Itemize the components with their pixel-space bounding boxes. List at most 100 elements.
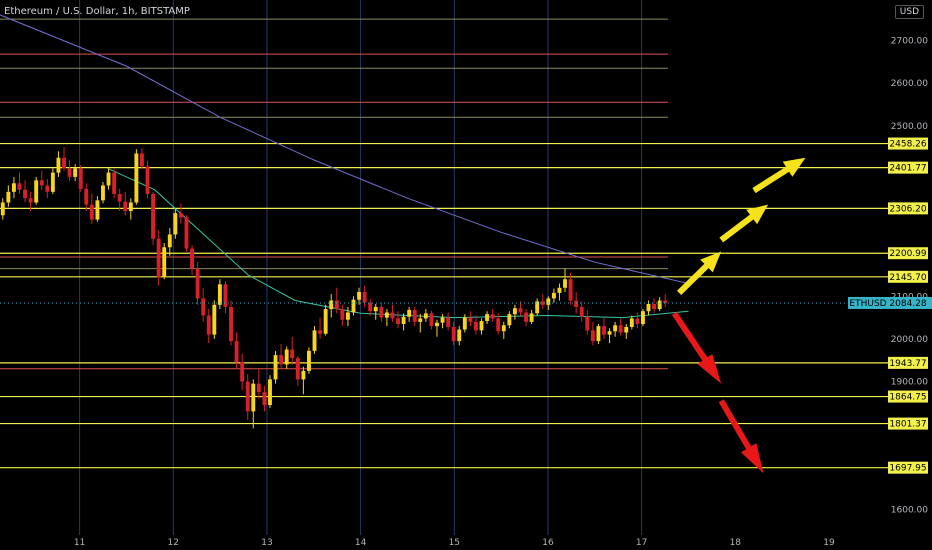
candle-body (462, 317, 467, 330)
candle-body (379, 306, 384, 318)
price-level-label: 1801.37 (889, 420, 926, 430)
y-tick-label: 1900.00 (891, 378, 928, 388)
candle-body (117, 193, 122, 202)
candle-body (101, 185, 105, 201)
candle-body (334, 300, 339, 310)
candle-body (223, 284, 228, 307)
candle-body (201, 298, 206, 316)
currency-label[interactable]: USD (894, 5, 924, 19)
price-level-label: 1864.75 (889, 393, 926, 403)
candle-body (23, 189, 27, 199)
candle-body (624, 326, 629, 333)
y-tick-label: 2600.00 (891, 79, 928, 89)
candle-body (0, 202, 5, 216)
x-tick-label: 19 (823, 538, 835, 548)
current-price-label: 2084.28 (889, 299, 926, 309)
candle-body (557, 287, 562, 293)
candle-body (329, 300, 334, 310)
candle-body (279, 355, 284, 365)
arrow-up (752, 157, 806, 194)
price-level-tag (888, 417, 928, 430)
chart-title: Ethereum / U.S. Dollar, 1h, BITSTAMP (4, 6, 190, 17)
candle-body (618, 325, 623, 333)
price-level-label: 1943.77 (889, 359, 926, 369)
arrow-down (718, 399, 764, 474)
candle-body (212, 304, 217, 335)
candle-body (512, 308, 517, 315)
candle-body (273, 355, 278, 380)
arrow-up (677, 251, 722, 295)
candle-body (34, 180, 39, 203)
candle-body (446, 317, 451, 327)
candle-body (396, 318, 400, 324)
candle-body (134, 153, 139, 203)
arrow-down (671, 311, 722, 384)
candle-body (28, 198, 33, 203)
candle-body (151, 193, 156, 239)
candle-body (373, 306, 378, 312)
current-price-tag (848, 296, 932, 309)
candle-body (284, 349, 289, 365)
price-level-label: 2200.99 (889, 249, 926, 259)
candle-body (112, 172, 117, 194)
candle-body (529, 313, 534, 322)
candle-body (579, 306, 584, 317)
candle-body (301, 370, 306, 380)
price-level-label: 1697.95 (889, 464, 926, 474)
x-tick-label: 14 (355, 538, 367, 548)
candle-body (340, 309, 345, 320)
candle-body (390, 312, 395, 319)
candle-body (240, 362, 245, 382)
candle-body (501, 325, 506, 332)
candle-body (607, 331, 612, 335)
y-tick-label: 2500.00 (891, 122, 928, 132)
candle-body (295, 358, 300, 380)
candle-body (412, 309, 417, 322)
candle-body (217, 284, 222, 305)
candle-body (357, 292, 361, 300)
price-level-tag (888, 202, 928, 215)
candle-body (156, 238, 161, 278)
x-tick-label: 15 (449, 538, 460, 548)
candle-body (73, 168, 78, 177)
candle-body (106, 172, 111, 186)
candle-body (184, 217, 189, 249)
candle-body (590, 330, 595, 342)
candle-body (479, 321, 484, 331)
candle-body (551, 292, 556, 299)
candle-body (78, 168, 83, 189)
candle-body (362, 292, 367, 303)
x-tick-label: 18 (730, 538, 742, 548)
candle-body (89, 204, 94, 220)
candle-body (190, 248, 194, 269)
price-level-label: 2306.20 (889, 204, 926, 214)
candle-body (39, 180, 44, 186)
candle-body (657, 300, 662, 310)
candle-body (663, 300, 668, 304)
price-level-label: 2458.26 (889, 140, 926, 150)
price-level-tag (888, 247, 928, 260)
candle-body (535, 301, 540, 314)
candle-body (407, 309, 412, 317)
candle-body (568, 279, 573, 301)
candle-body (262, 392, 267, 405)
candle-body (629, 318, 634, 327)
candle-body (145, 166, 150, 194)
candle-body (468, 317, 473, 322)
candle-body (229, 306, 233, 342)
candle-body (401, 316, 406, 324)
candle-body (62, 157, 66, 169)
candle-body (429, 313, 434, 327)
candle-body (290, 349, 295, 359)
candle-body (474, 321, 478, 331)
indicator-line (0, 14, 689, 284)
candle-body (312, 330, 317, 351)
candle-body (546, 298, 551, 305)
candle-body (323, 309, 328, 334)
candle-body (307, 350, 311, 371)
candle-body (423, 313, 428, 319)
price-level-tag (888, 356, 928, 369)
candle-body (563, 279, 567, 288)
